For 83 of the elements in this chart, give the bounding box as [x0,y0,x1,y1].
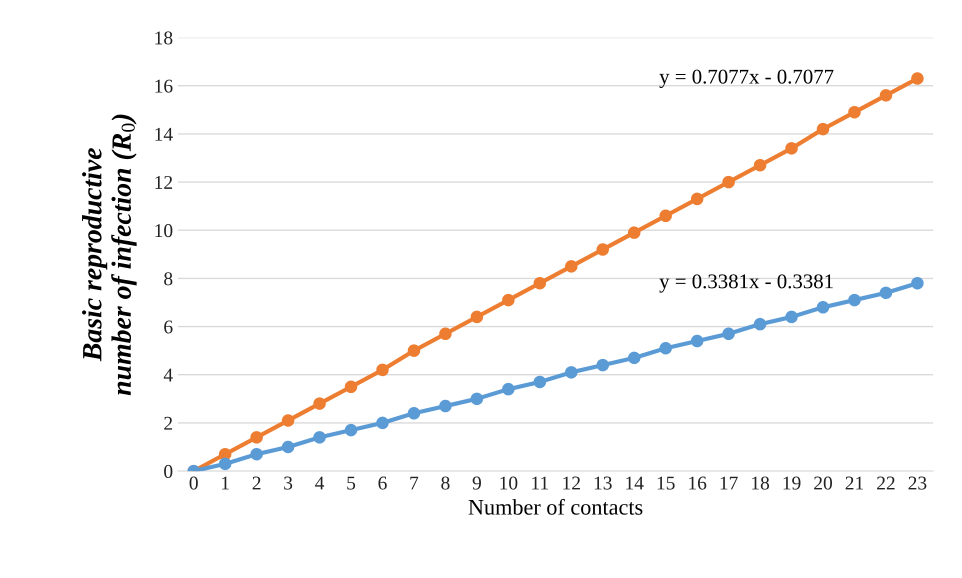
x-tick-label: 4 [315,476,324,490]
point [502,294,515,306]
point [376,364,389,376]
point [565,366,578,379]
x-tick-label: 16 [689,476,706,490]
point [848,294,861,306]
point [722,328,735,340]
x-tick-label: 0 [190,476,198,490]
annotation: y = 0.7077x - 0.7077 [659,70,834,88]
point [282,440,294,454]
point [628,226,640,239]
y-tick-label: 2 [164,416,172,430]
point [596,358,610,372]
point [344,380,358,394]
x-tick-label: 1 [222,476,229,490]
point [628,352,640,364]
point [408,407,420,420]
x-tick-label: 11 [532,476,548,490]
point [344,424,358,436]
x-tick-label: 17 [720,476,738,490]
point [408,344,420,357]
y-tick-label: 18 [155,31,172,45]
x-tick-label: 23 [908,476,926,490]
point [911,276,924,290]
y-axis-title: Basic reproductive number of infection (R$_{0}$) [82,114,137,396]
point [816,301,830,314]
point [565,260,578,273]
y-tick-label: 8 [164,272,172,286]
x-tick-label: 6 [378,476,387,490]
point [313,431,326,444]
y-tick-label: 10 [155,224,172,238]
annotation: y = 0.3381x - 0.3381 [659,274,833,293]
x-tick-label: 2 [252,476,260,490]
point [282,414,294,427]
point [848,106,861,118]
x-tick-label: 18 [752,476,770,490]
point [880,286,892,300]
point [659,210,672,222]
point [754,318,766,330]
x-tick-label: 20 [814,476,832,490]
x-tick-label: 7 [410,476,418,490]
point [313,397,326,410]
y-tick-label: 6 [164,320,173,334]
point [690,334,704,348]
point [690,192,704,206]
x-tick-label: 22 [877,476,895,490]
point [722,176,735,188]
y-tick-label: 16 [155,80,173,93]
point [534,376,546,388]
point [218,458,232,470]
x-tick-label: 9 [472,476,481,490]
x-tick-label: 19 [784,476,800,490]
x-tick-label: 10 [500,476,518,490]
point [596,243,610,256]
y-tick-label: 12 [155,176,172,189]
point [659,342,672,354]
point [502,382,515,396]
point [534,276,546,290]
point [911,72,924,85]
point [250,448,263,460]
x-tick-label: 14 [626,476,644,490]
point [470,310,484,324]
x-tick-label: 3 [284,476,292,490]
y-tick-label: 0 [164,464,172,478]
point [754,158,766,172]
point [376,416,389,430]
point [470,392,484,406]
point [439,400,452,412]
x-tick-label: 15 [658,476,675,490]
y-tick-label: 4 [164,368,173,382]
x-tick-label: 12 [563,476,580,490]
y-tick-label: 14 [155,128,173,141]
x-tick-label: 8 [441,476,450,490]
point [439,328,452,340]
x-axis-title: Number of contacts [468,498,642,515]
x-tick-label: 5 [347,476,356,490]
x-tick-label: 13 [594,476,612,490]
point [816,122,830,136]
point [880,89,892,102]
point [785,142,798,155]
point [250,431,263,444]
point [785,310,798,324]
x-tick-label: 21 [846,476,864,490]
